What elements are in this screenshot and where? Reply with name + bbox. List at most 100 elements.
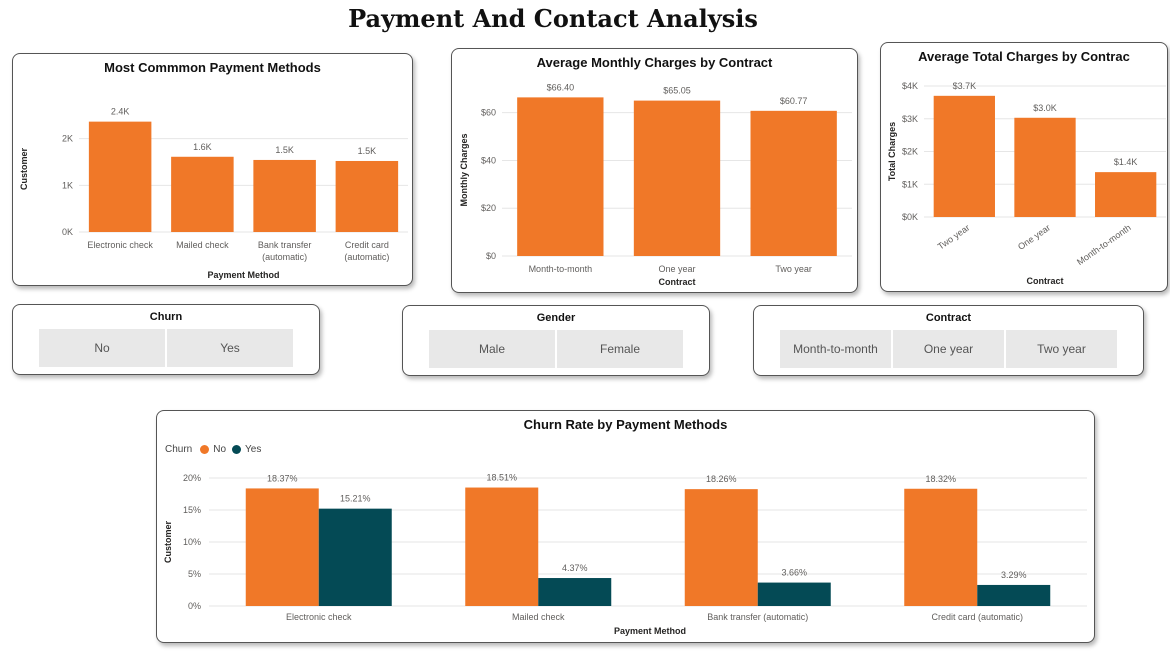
bar-no — [465, 487, 539, 606]
y-tick-label: $1K — [902, 179, 918, 189]
y-tick-label: $20 — [481, 203, 496, 213]
x-tick-label: (automatic) — [262, 252, 307, 262]
bar-no — [904, 488, 978, 606]
bar-yes — [538, 578, 612, 606]
x-tick-label: Credit card — [345, 240, 389, 250]
x-axis-title: Contract — [1026, 276, 1063, 286]
payment-methods-card: Most Commmon Payment Methods 0K 1K 2K 2.4K E… — [12, 53, 413, 286]
y-tick-label: $3K — [902, 114, 918, 124]
slicer-title: Churn — [149, 311, 183, 323]
x-tick-label: Two year — [775, 264, 812, 274]
legend-swatch-yes — [232, 445, 242, 454]
y-axis-title: Total Charges — [887, 122, 897, 181]
y-tick-label: 2K — [62, 134, 73, 144]
y-tick-label: 0K — [62, 227, 73, 237]
legend-label-no[interactable]: No — [213, 444, 227, 455]
y-axis-title: Customer — [19, 148, 29, 191]
x-tick-label: Electronic check — [286, 612, 352, 622]
churn-rate-chart: 0% 5% 10% 15% 20% 18.37% 15.21% Electronic chec… — [163, 473, 1087, 636]
y-tick-label: $4K — [902, 81, 918, 91]
bar — [517, 97, 604, 256]
y-tick-label: 1K — [62, 180, 73, 190]
churn-slicer: Churn No Yes — [12, 304, 320, 375]
payment-methods-chart: 0K 1K 2K 2.4K Electronic check 1.6K Mailed che… — [19, 107, 408, 280]
slicer-option-yes[interactable]: Yes — [167, 329, 293, 367]
x-tick-label: Month-to-month — [1075, 222, 1133, 267]
legend-swatch-no — [200, 445, 210, 454]
bar-yes — [318, 508, 392, 606]
x-tick-label: Bank transfer — [258, 240, 312, 250]
y-axis-title: Monthly Charges — [459, 133, 469, 206]
slicer-option-female[interactable]: Female — [557, 330, 683, 368]
bar — [253, 159, 316, 232]
x-tick-label: Two year — [936, 222, 972, 251]
monthly-charges-chart: $0 $20 $40 $60 $66.40 Month-to-month $65.05 One… — [459, 82, 852, 287]
chart-title: Average Total Charges by Contrac — [918, 49, 1130, 64]
data-label: 15.21% — [340, 494, 371, 504]
y-tick-label: 10% — [183, 537, 201, 547]
data-label: 18.51% — [486, 473, 517, 483]
x-axis-title: Contract — [658, 277, 695, 287]
y-tick-label: 5% — [188, 569, 201, 579]
x-tick-label: One year — [658, 264, 695, 274]
slicer-title: Contract — [925, 312, 972, 324]
monthly-charges-card: Average Monthly Charges by Contract $0 $2… — [451, 48, 858, 293]
gender-slicer: Gender Male Female — [402, 305, 710, 376]
slicer-option-month-to-month[interactable]: Month-to-month — [780, 330, 891, 368]
bar — [633, 100, 721, 256]
data-label: 2.4K — [111, 107, 130, 117]
data-label: $3.0K — [1033, 103, 1057, 113]
slicer-option-no[interactable]: No — [39, 329, 165, 367]
data-label: 1.6K — [193, 142, 212, 152]
total-charges-card: Average Total Charges by Contrac $0K $1K $… — [880, 42, 1168, 292]
bar — [933, 95, 995, 217]
data-label: 18.32% — [925, 474, 956, 484]
legend: Churn No Yes — [165, 444, 261, 455]
bar — [88, 121, 152, 232]
bar — [1014, 117, 1076, 217]
x-tick-label: Mailed check — [176, 240, 229, 250]
bar-yes — [757, 582, 831, 606]
x-tick-label: (automatic) — [344, 252, 389, 262]
data-label: $3.7K — [953, 81, 977, 91]
bar-no — [245, 488, 319, 606]
bar — [750, 110, 837, 256]
legend-label-yes[interactable]: Yes — [245, 444, 262, 455]
x-axis-title: Payment Method — [614, 626, 686, 636]
bar-no — [684, 489, 758, 606]
data-label: 3.29% — [1001, 570, 1027, 580]
data-label: 18.37% — [267, 473, 298, 483]
slicer-option-two-year[interactable]: Two year — [1006, 330, 1117, 368]
chart-title: Average Monthly Charges by Contract — [536, 55, 773, 70]
bar — [1095, 172, 1157, 217]
churn-rate-card: Churn Rate by Payment Methods Churn No Y… — [156, 410, 1095, 643]
y-tick-label: $60 — [481, 108, 496, 118]
data-label: $1.4K — [1114, 157, 1138, 167]
x-tick-label: One year — [1016, 222, 1052, 251]
legend-title: Churn — [165, 444, 193, 455]
y-tick-label: 15% — [183, 505, 201, 515]
page-title: Payment And Contact Analysis — [348, 4, 758, 33]
data-label: 3.66% — [781, 568, 807, 578]
contract-slicer: Contract Month-to-month One year Two yea… — [753, 305, 1144, 376]
x-tick-label: Credit card (automatic) — [931, 612, 1023, 622]
data-label: 1.5K — [275, 145, 294, 155]
bar — [171, 156, 234, 232]
chart-title: Most Commmon Payment Methods — [104, 60, 321, 75]
x-tick-label: Month-to-month — [529, 264, 593, 274]
data-label: $66.40 — [547, 82, 575, 92]
data-label: 18.26% — [706, 474, 737, 484]
y-tick-label: $2K — [902, 147, 918, 157]
data-label: 1.5K — [358, 146, 377, 156]
y-tick-label: 0% — [188, 601, 201, 611]
slicer-title: Gender — [536, 312, 576, 324]
total-charges-chart: $0K $1K $2K $3K $4K $3.7K Two year $3.0K One yea… — [887, 81, 1166, 286]
bar — [335, 160, 399, 232]
slicer-option-one-year[interactable]: One year — [893, 330, 1004, 368]
y-tick-label: $0K — [902, 212, 918, 222]
y-tick-label: $0 — [486, 251, 496, 261]
bar-yes — [977, 584, 1051, 606]
slicer-option-male[interactable]: Male — [429, 330, 555, 368]
x-tick-label: Mailed check — [512, 612, 565, 622]
y-tick-label: $40 — [481, 155, 496, 165]
